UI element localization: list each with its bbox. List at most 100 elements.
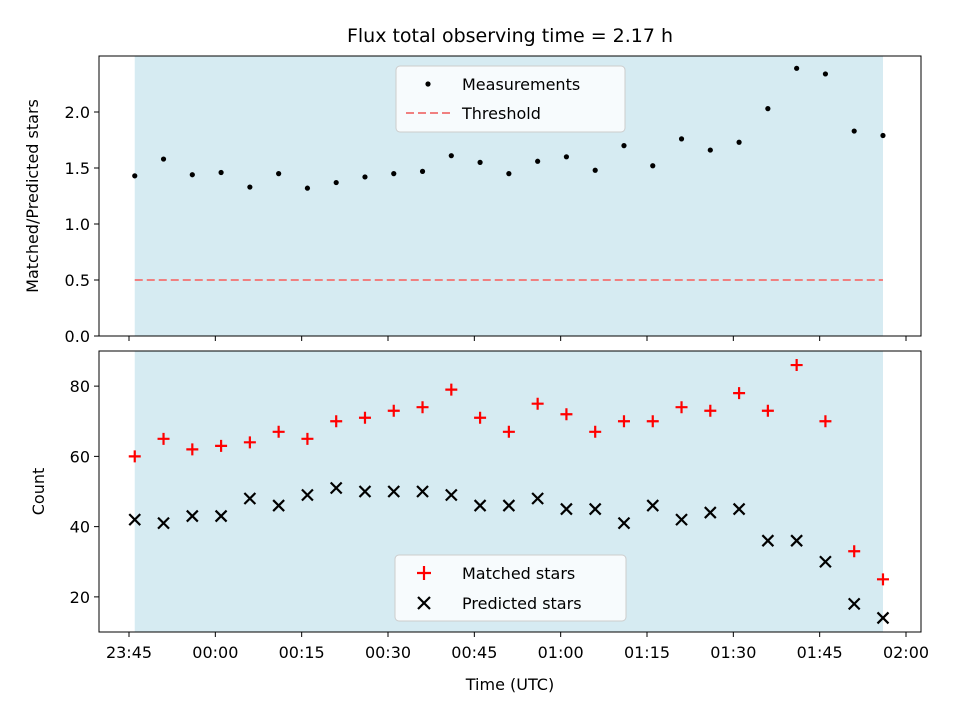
predicted-star-point [847, 597, 861, 611]
matched-star-point [128, 450, 141, 463]
predicted-star-point [473, 499, 487, 512]
predicted-star-point [617, 516, 631, 530]
measurement-point [276, 171, 282, 177]
predicted-star-point [761, 534, 775, 547]
measurement-point [822, 71, 829, 77]
y-tick-label: 1.0 [65, 215, 90, 234]
matched-star-point [330, 415, 343, 428]
matched-stars-points [128, 359, 889, 586]
top-y-ticks: 0.0 0.5 1.0 1.5 2.0 [65, 103, 99, 346]
x-axis-label: Time (UTC) [465, 675, 554, 694]
matched-star-point [272, 425, 285, 438]
x-tick-label: 00:30 [365, 643, 411, 662]
matched-star-point [387, 404, 400, 417]
measurement-point [247, 184, 253, 190]
measurement-point [880, 132, 886, 139]
legend-matched-label: Matched stars [462, 564, 575, 583]
matched-star-point [474, 411, 487, 424]
predicted-star-point [560, 502, 573, 516]
predicted-star-point [387, 485, 401, 498]
predicted-star-point [531, 492, 544, 505]
predicted-star-point [675, 513, 688, 526]
y-tick-label: 20 [70, 588, 90, 607]
x-tick-label: 01:00 [538, 643, 584, 662]
measurement-point [794, 65, 800, 71]
x-tick-label: 00:45 [451, 643, 497, 662]
measurement-point [851, 128, 857, 134]
legend-measurements-label: Measurements [462, 75, 580, 94]
measurement-point [650, 163, 656, 169]
matched-star-point [531, 397, 544, 410]
matched-star-point [761, 404, 774, 417]
legend-predicted-label: Predicted stars [462, 594, 582, 613]
matched-star-point [157, 432, 170, 445]
y-tick-label: 1.5 [65, 159, 90, 178]
legend-predicted-marker [417, 596, 431, 610]
predicted-star-point [819, 555, 832, 569]
chart-title: Flux total observing time = 2.17 h [347, 25, 673, 47]
measurement-point [506, 171, 512, 177]
measurement-points [132, 65, 886, 191]
measurement-point [189, 172, 195, 178]
matched-star-point [704, 404, 717, 417]
matched-star-point [215, 439, 228, 452]
matched-star-point [733, 387, 746, 400]
x-tick-label: 00:00 [192, 643, 238, 662]
predicted-star-point [186, 509, 199, 523]
measurement-point [477, 159, 483, 165]
measurement-point [592, 167, 598, 173]
bottom-y-axis-label: Count [29, 468, 48, 516]
y-tick-label: 2.0 [65, 103, 90, 122]
y-tick-label: 80 [70, 377, 90, 396]
bottom-legend: Matched stars Predicted stars [394, 554, 627, 622]
measurement-point [362, 174, 368, 180]
measurement-point [535, 158, 541, 164]
predicted-star-point [128, 513, 142, 526]
x-tick-label: 01:30 [710, 643, 756, 662]
predicted-star-point [416, 485, 429, 498]
y-tick-label: 40 [70, 518, 90, 537]
predicted-star-point [704, 506, 717, 519]
measurement-point [132, 173, 138, 179]
matched-star-point [646, 415, 659, 428]
matched-star-point [675, 401, 688, 414]
matched-star-point [502, 425, 515, 438]
predicted-star-point [876, 611, 890, 625]
predicted-star-point [588, 502, 602, 516]
predicted-star-point [732, 502, 746, 516]
measurement-point [563, 154, 570, 160]
matched-star-point [301, 432, 314, 445]
top-y-axis-label: Matched/Predicted stars [23, 99, 42, 293]
predicted-star-point [214, 509, 228, 523]
predicted-star-point [445, 488, 458, 502]
predicted-star-point [272, 499, 285, 512]
x-tick-label: 23:45 [106, 643, 152, 662]
top-legend: Measurements Threshold [395, 65, 626, 133]
matched-star-point [186, 443, 199, 456]
measurement-point [391, 171, 397, 177]
y-tick-label: 0.5 [65, 271, 90, 290]
matched-star-point [416, 401, 429, 414]
bottom-x-ticks: 23:45 00:00 00:15 00:30 00:45 01:00 01:15 01:30… [106, 632, 929, 662]
predicted-star-point [157, 516, 170, 530]
measurement-point [333, 179, 339, 186]
y-tick-label: 0.0 [65, 327, 90, 346]
bottom-legend-box [394, 554, 627, 622]
predicted-star-point [358, 485, 372, 498]
measurement-point [218, 169, 224, 176]
predicted-star-point [329, 481, 343, 495]
measurement-point [419, 168, 426, 174]
matched-star-point [848, 545, 861, 558]
matched-star-point [358, 411, 371, 424]
bottom-axes-frame [98, 350, 922, 633]
legend-threshold-label: Threshold [461, 104, 541, 123]
measurement-point [160, 156, 167, 162]
x-tick-label: 02:00 [883, 643, 929, 662]
x-tick-label: 00:15 [279, 643, 325, 662]
bottom-panel: 20 40 60 80 23:45 00:00 00:15 00:30 00:45 01:00 0… [29, 350, 929, 694]
predicted-star-point [502, 499, 516, 512]
matched-star-point [876, 573, 889, 586]
predicted-star-point [301, 488, 314, 502]
bottom-y-ticks: 20 40 60 80 [70, 377, 99, 607]
